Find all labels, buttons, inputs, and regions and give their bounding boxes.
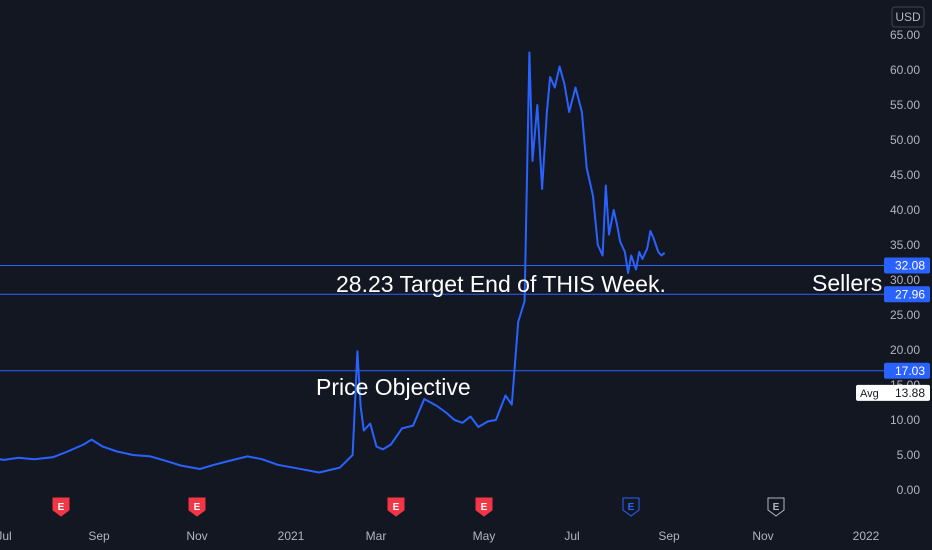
earnings-marker[interactable]: E	[387, 497, 405, 517]
earnings-marker-shape	[387, 497, 405, 517]
y-tick-label: 25.00	[890, 308, 920, 322]
earnings-marker-label: E	[194, 502, 201, 513]
earnings-marker[interactable]: E	[767, 497, 785, 517]
y-tick-label: 5.00	[897, 448, 921, 462]
avg-badge	[856, 384, 930, 401]
earnings-marker[interactable]: E	[622, 497, 640, 517]
level-badge	[884, 362, 930, 379]
earnings-marker-shape	[767, 497, 785, 517]
x-tick-label: Sep	[88, 529, 110, 543]
level-badge-label: 32.08	[895, 258, 925, 272]
annotations: 28.23 Target End of THIS Week. Sellers P…	[316, 270, 882, 400]
time-axis[interactable]: Jul Sep Nov 2021 Mar May Jul Sep Nov 2022	[0, 529, 880, 543]
y-tick-label: 0.00	[897, 483, 921, 497]
x-tick-label: Jul	[564, 529, 579, 543]
earnings-marker-shape	[622, 497, 640, 517]
currency-label: USD	[895, 10, 921, 24]
y-tick-label: 55.00	[890, 98, 920, 112]
price-line[interactable]	[0, 51, 666, 474]
earnings-marker-shape	[188, 497, 206, 517]
earnings-marker[interactable]: E	[188, 497, 206, 517]
price-badges: 32.08 27.96 17.03 Avg 13.88	[856, 257, 930, 401]
y-tick-label: 65.00	[890, 28, 920, 42]
level-badge-label: 27.96	[895, 287, 925, 301]
x-tick-label: May	[473, 529, 496, 543]
earnings-marker-label: E	[58, 502, 65, 513]
y-tick-label: 30.00	[890, 273, 920, 287]
avg-value: 13.88	[895, 386, 925, 400]
x-tick-label: Nov	[752, 529, 773, 543]
y-tick-label: 40.00	[890, 203, 920, 217]
currency-box[interactable]	[891, 6, 925, 28]
y-tick-label: 50.00	[890, 133, 920, 147]
y-tick-label: 10.00	[890, 413, 920, 427]
annotation-price-objective[interactable]: Price Objective	[316, 374, 471, 400]
y-tick-label: 45.00	[890, 168, 920, 182]
earnings-marker-label: E	[481, 502, 488, 513]
price-series	[0, 51, 666, 474]
x-tick-label: 2022	[853, 529, 880, 543]
x-tick-label: Jul	[0, 529, 12, 543]
level-badge	[884, 257, 930, 274]
earnings-marker-shape	[52, 497, 70, 517]
annotation-sellers[interactable]: Sellers	[812, 270, 882, 296]
level-badge	[884, 286, 930, 303]
earnings-marker-shape	[475, 497, 493, 517]
x-tick-label: 2021	[278, 529, 305, 543]
earnings-marker[interactable]: E	[52, 497, 70, 517]
level-badge-label: 17.03	[895, 364, 925, 378]
earnings-marker[interactable]: E	[475, 497, 493, 517]
horizontal-levels	[0, 264, 884, 372]
earnings-marker-label: E	[628, 502, 635, 513]
x-tick-label: Mar	[366, 529, 387, 543]
annotation-target[interactable]: 28.23 Target End of THIS Week.	[336, 271, 666, 297]
earnings-marker-label: E	[393, 502, 400, 513]
y-tick-label: 35.00	[890, 238, 920, 252]
earnings-marker-label: E	[773, 502, 780, 513]
avg-label: Avg	[860, 388, 879, 400]
y-tick-label: 20.00	[890, 343, 920, 357]
price-axis[interactable]: USD 65.00 60.00 55.00 50.00 45.00 40.00 35.00 3…	[890, 6, 925, 497]
x-tick-label: Sep	[658, 529, 680, 543]
x-tick-label: Nov	[186, 529, 207, 543]
y-tick-label: 60.00	[890, 63, 920, 77]
